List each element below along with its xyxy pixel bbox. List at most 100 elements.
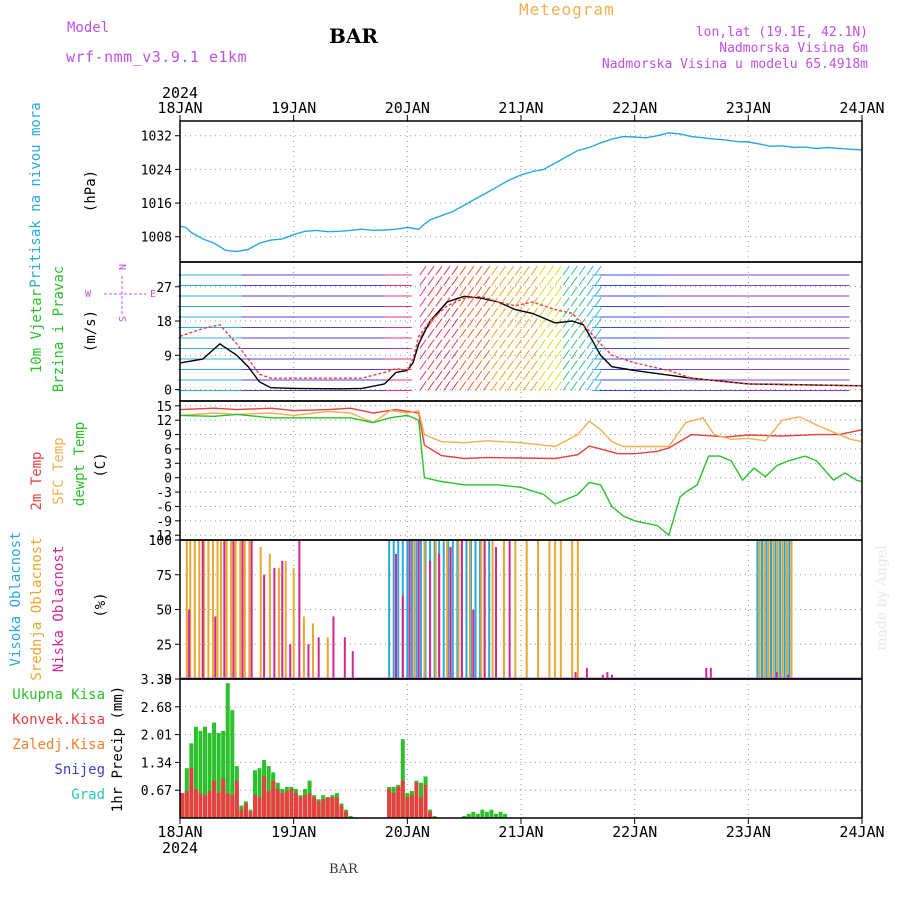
x-tick-label-top: 20JAN bbox=[385, 99, 430, 117]
bar-precipitation-konvek-kisa bbox=[293, 793, 298, 818]
bar-precipitation-ukupna-kisa bbox=[348, 815, 353, 818]
x-tick-label-top: 23JAN bbox=[726, 99, 771, 117]
wind-barb bbox=[538, 276, 546, 286]
wind-barb bbox=[586, 297, 594, 307]
bar-precipitation-konvek-kisa bbox=[198, 793, 203, 818]
wind-barb bbox=[506, 328, 515, 339]
year-label-bottom: 2024 bbox=[162, 839, 198, 857]
wind-barb bbox=[435, 381, 443, 391]
bar-clouds-mid bbox=[772, 540, 775, 679]
bar-clouds-mid bbox=[248, 540, 251, 679]
bar-precipitation-ukupna-kisa bbox=[498, 811, 503, 818]
wind-barb bbox=[475, 328, 483, 339]
wind-barb bbox=[427, 318, 435, 328]
wind-barb bbox=[514, 360, 523, 370]
compass-label: E bbox=[150, 289, 156, 300]
bar-precipitation-konvek-kisa bbox=[225, 793, 230, 818]
wind-barb bbox=[562, 381, 570, 391]
wind-barb bbox=[594, 276, 602, 286]
bar-clouds-mid bbox=[781, 540, 784, 679]
bar-clouds-high bbox=[488, 540, 491, 679]
bar-clouds-low bbox=[188, 609, 191, 679]
wind-barb bbox=[491, 318, 499, 328]
bar-clouds-high bbox=[410, 540, 413, 679]
wind-barb bbox=[546, 339, 554, 349]
bar-clouds-mid bbox=[216, 540, 219, 679]
bar-clouds-mid bbox=[211, 540, 214, 679]
wind-barb bbox=[443, 307, 451, 318]
bar-clouds-mid bbox=[790, 540, 793, 679]
wind-barb bbox=[443, 276, 451, 286]
bar-clouds-low bbox=[201, 540, 204, 679]
wind-barb bbox=[562, 360, 570, 370]
bar-precipitation-ukupna-kisa bbox=[462, 815, 467, 818]
bar-clouds-low bbox=[401, 595, 404, 679]
bar-clouds-mid bbox=[785, 540, 788, 679]
wind-barb bbox=[459, 370, 467, 381]
wind-barb bbox=[570, 276, 578, 286]
bar-precipitation-ukupna-kisa bbox=[432, 815, 437, 818]
y-tick-label: 0 bbox=[164, 673, 172, 688]
wind-barb bbox=[427, 328, 435, 339]
wind-barb bbox=[506, 349, 515, 360]
wind-barb bbox=[419, 265, 427, 276]
y-tick-label: 3.35 bbox=[141, 673, 172, 688]
x-tick-label-bottom: 24JAN bbox=[839, 823, 884, 841]
wind-barb bbox=[483, 370, 491, 381]
bar-clouds-low bbox=[273, 567, 276, 679]
bar-precipitation-ukupna-kisa bbox=[257, 768, 262, 818]
wind-barb bbox=[530, 307, 538, 318]
wind-barb bbox=[467, 276, 475, 286]
precip-legend-item: Snijeg bbox=[54, 762, 105, 778]
bar-precipitation-ukupna-kisa bbox=[207, 732, 212, 818]
wind-barb bbox=[586, 360, 594, 370]
bar-clouds-low bbox=[449, 546, 452, 679]
wind-barb bbox=[498, 349, 507, 360]
bar-precipitation-konvek-kisa bbox=[321, 799, 326, 818]
bar-clouds-mid bbox=[259, 546, 262, 679]
bar-clouds-mid bbox=[225, 540, 228, 679]
wind-barb bbox=[570, 349, 578, 360]
bar-clouds-low bbox=[472, 609, 475, 679]
wind-barb bbox=[467, 286, 475, 297]
wind-barb bbox=[491, 381, 499, 391]
wind-barb bbox=[546, 318, 554, 328]
bar-clouds-high bbox=[442, 540, 445, 679]
wind-barb bbox=[483, 318, 491, 328]
wind-barb bbox=[459, 339, 467, 349]
bar-precipitation-ukupna-kisa bbox=[193, 726, 198, 818]
wind-barb bbox=[530, 360, 538, 370]
wind-barb bbox=[443, 339, 451, 349]
wind-barb bbox=[419, 307, 427, 318]
bar-clouds-low bbox=[606, 672, 609, 679]
bar-clouds-low bbox=[394, 553, 397, 679]
wind-barb bbox=[427, 339, 435, 349]
bar-precipitation-konvek-kisa bbox=[303, 795, 308, 818]
bar-clouds-low bbox=[585, 667, 588, 679]
wind-barb bbox=[554, 370, 562, 381]
bar-clouds-low bbox=[574, 672, 577, 679]
bar-precipitation-konvek-kisa bbox=[243, 803, 248, 818]
bar-precipitation-konvek-kisa bbox=[203, 795, 208, 818]
bar-clouds-low bbox=[250, 540, 253, 679]
bar-clouds-high bbox=[388, 540, 391, 679]
wind-barb bbox=[514, 286, 523, 297]
wind-barb bbox=[491, 276, 499, 286]
wind-barb bbox=[554, 360, 562, 370]
y-tick-label: 1.34 bbox=[141, 756, 172, 771]
wind-barb bbox=[530, 370, 538, 381]
wind-barb bbox=[498, 339, 507, 349]
wind-barb bbox=[538, 370, 546, 381]
bar-clouds-low bbox=[223, 540, 226, 679]
wind-barb bbox=[491, 307, 499, 318]
wind-barb bbox=[419, 349, 427, 360]
compass-label: W bbox=[85, 289, 92, 300]
bar-clouds-mid bbox=[302, 616, 305, 679]
year-label-top: 2024 bbox=[162, 84, 198, 102]
bar-clouds-high bbox=[406, 540, 409, 679]
wind-barb bbox=[538, 349, 546, 360]
bar-clouds-low bbox=[705, 667, 708, 679]
bar-precipitation-konvek-kisa bbox=[405, 797, 410, 818]
bar-clouds-high bbox=[433, 540, 436, 679]
wind-barb bbox=[578, 339, 586, 349]
